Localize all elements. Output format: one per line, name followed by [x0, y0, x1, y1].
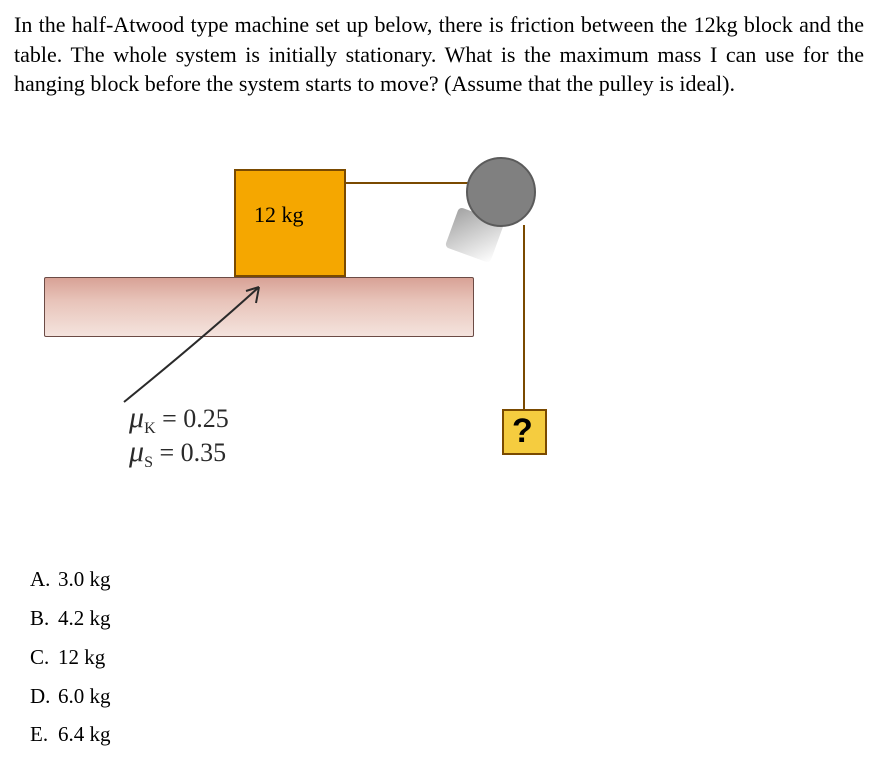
- option-d: D.6.0 kg: [30, 677, 111, 716]
- option-c: C.12 kg: [30, 638, 111, 677]
- block-on-table-label: 12 kg: [254, 202, 304, 228]
- pulley: [466, 157, 536, 227]
- option-e: E.6.4 kg: [30, 715, 111, 754]
- option-a: A.3.0 kg: [30, 560, 111, 599]
- mu-s-annotation: μS = 0.35: [129, 435, 226, 472]
- option-e-text: 6.4 kg: [58, 722, 111, 746]
- option-b: B.4.2 kg: [30, 599, 111, 638]
- problem-statement: In the half-Atwood type machine set up b…: [14, 10, 866, 109]
- mu-k-annotation: μK = 0.25: [129, 401, 229, 438]
- option-c-text: 12 kg: [58, 645, 105, 669]
- friction-arrow: [104, 277, 304, 407]
- answer-options: A.3.0 kg B.4.2 kg C.12 kg D.6.0 kg E.6.4…: [30, 560, 111, 754]
- hanging-block-label: ?: [512, 412, 533, 451]
- option-a-text: 3.0 kg: [58, 567, 111, 591]
- string-vertical: [523, 225, 525, 411]
- half-atwood-diagram: 12 kg ? μK = 0.25 μS = 0.35: [44, 127, 604, 507]
- option-d-text: 6.0 kg: [58, 684, 111, 708]
- option-b-text: 4.2 kg: [58, 606, 111, 630]
